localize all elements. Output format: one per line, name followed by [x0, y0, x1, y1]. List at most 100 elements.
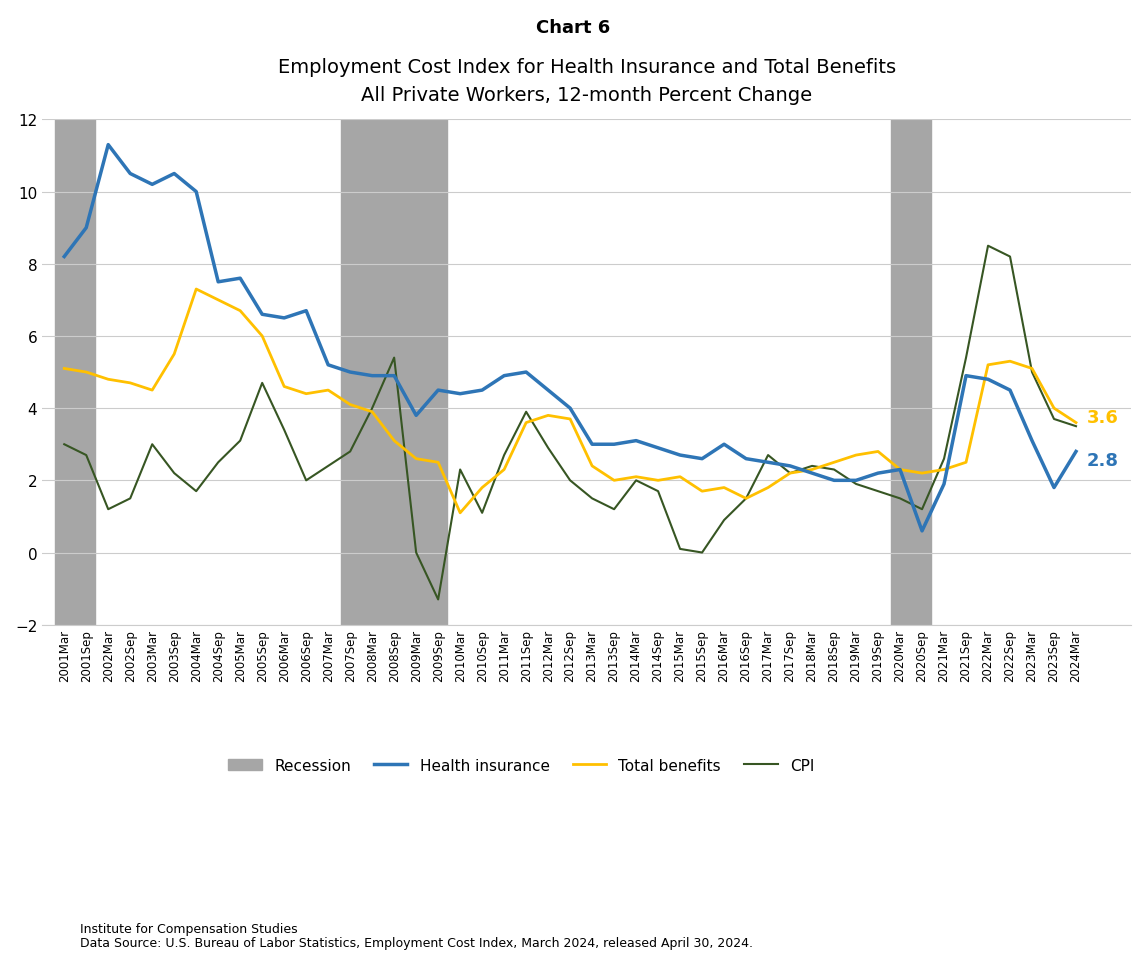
Total benefits	[1047, 403, 1061, 415]
Health insurance	[167, 169, 181, 180]
Text: 2.8: 2.8	[1088, 452, 1118, 470]
Health insurance	[871, 468, 885, 479]
Total benefits	[519, 417, 533, 429]
Total benefits	[256, 331, 269, 342]
Line: CPI: CPI	[64, 247, 1076, 599]
Text: Chart 6: Chart 6	[536, 19, 610, 37]
CPI	[211, 457, 225, 469]
Health insurance	[344, 367, 358, 378]
Total benefits	[189, 284, 203, 295]
CPI	[893, 493, 906, 504]
Health insurance	[651, 442, 665, 454]
Health insurance	[981, 375, 995, 386]
Total benefits	[124, 377, 138, 389]
Total benefits	[586, 460, 599, 472]
Total benefits	[167, 349, 181, 360]
Health insurance	[1069, 446, 1083, 457]
Health insurance	[1026, 436, 1039, 447]
CPI	[827, 464, 841, 476]
Health insurance	[431, 385, 445, 396]
Total benefits	[806, 464, 819, 476]
Total benefits	[717, 482, 731, 494]
Title: Employment Cost Index for Health Insurance and Total Benefits
All Private Worker: Employment Cost Index for Health Insuran…	[277, 58, 896, 105]
CPI	[189, 486, 203, 497]
Total benefits	[211, 294, 225, 306]
CPI	[959, 353, 973, 364]
Total benefits	[454, 508, 468, 519]
CPI	[476, 508, 489, 519]
Total benefits	[344, 399, 358, 411]
CPI	[1069, 421, 1083, 433]
Total benefits	[57, 363, 71, 375]
Health insurance	[57, 252, 71, 263]
CPI	[696, 547, 709, 558]
Health insurance	[629, 436, 643, 447]
Total benefits	[409, 454, 423, 465]
CPI	[607, 504, 621, 516]
CPI	[673, 543, 686, 555]
Health insurance	[586, 439, 599, 451]
CPI	[1003, 252, 1017, 263]
CPI	[916, 504, 929, 516]
Total benefits	[497, 464, 511, 476]
Health insurance	[124, 169, 138, 180]
Health insurance	[321, 359, 335, 371]
Health insurance	[806, 468, 819, 479]
Total benefits	[299, 389, 313, 400]
CPI	[739, 493, 753, 504]
Line: Total benefits: Total benefits	[64, 290, 1076, 514]
CPI	[629, 476, 643, 487]
CPI	[783, 468, 796, 479]
CPI	[256, 377, 269, 389]
Total benefits	[79, 367, 93, 378]
Total benefits	[541, 410, 555, 421]
CPI	[937, 454, 951, 465]
CPI	[409, 547, 423, 558]
Total benefits	[234, 306, 248, 317]
CPI	[387, 353, 401, 364]
Total benefits	[1003, 356, 1017, 368]
Bar	[892, 120, 931, 625]
Health insurance	[783, 460, 796, 472]
Health insurance	[696, 454, 709, 465]
CPI	[1026, 367, 1039, 378]
Total benefits	[651, 476, 665, 487]
CPI	[234, 436, 248, 447]
Total benefits	[783, 468, 796, 479]
Total benefits	[981, 359, 995, 371]
Total benefits	[696, 486, 709, 497]
Bar	[55, 120, 95, 625]
Total benefits	[629, 472, 643, 483]
CPI	[454, 464, 468, 476]
Total benefits	[893, 464, 906, 476]
Health insurance	[739, 454, 753, 465]
CPI	[321, 460, 335, 472]
Health insurance	[387, 371, 401, 382]
CPI	[79, 450, 93, 461]
Health insurance	[299, 306, 313, 317]
Health insurance	[673, 450, 686, 461]
CPI	[101, 504, 115, 516]
Health insurance	[916, 526, 929, 537]
Health insurance	[211, 276, 225, 288]
Health insurance	[256, 309, 269, 320]
Total benefits	[959, 457, 973, 469]
Health insurance	[761, 457, 775, 469]
CPI	[651, 486, 665, 497]
Health insurance	[409, 410, 423, 421]
Health insurance	[849, 476, 863, 487]
Health insurance	[827, 476, 841, 487]
Total benefits	[849, 450, 863, 461]
CPI	[146, 439, 159, 451]
CPI	[761, 450, 775, 461]
Health insurance	[959, 371, 973, 382]
Text: Data Source: U.S. Bureau of Labor Statistics, Employment Cost Index, March 2024,: Data Source: U.S. Bureau of Labor Statis…	[80, 937, 753, 949]
CPI	[497, 450, 511, 461]
Health insurance	[497, 371, 511, 382]
Total benefits	[673, 472, 686, 483]
Total benefits	[1069, 417, 1083, 429]
Total benefits	[476, 482, 489, 494]
Health insurance	[937, 478, 951, 490]
CPI	[167, 468, 181, 479]
Health insurance	[101, 140, 115, 152]
